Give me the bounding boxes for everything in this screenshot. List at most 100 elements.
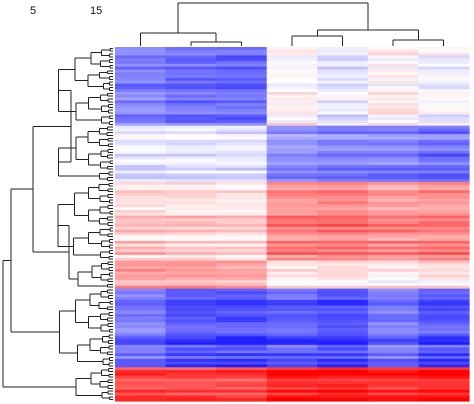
heatmap-cell	[266, 86, 318, 90]
heatmap-cell	[266, 364, 318, 368]
heatmap-cell	[165, 336, 217, 340]
heatmap-cell	[317, 204, 369, 208]
heatmap-cell	[115, 75, 167, 79]
heatmap-cell	[115, 187, 167, 191]
heatmap-cell	[367, 361, 420, 366]
heatmap-cell	[216, 111, 268, 116]
heatmap-cell	[165, 181, 217, 186]
heatmap-cell	[115, 325, 167, 329]
heatmap-cell	[266, 47, 318, 51]
heatmap-cell	[115, 347, 167, 352]
heatmap-cell	[317, 254, 369, 259]
heatmap-cell	[165, 330, 217, 335]
heatmap-cell	[317, 187, 369, 191]
heatmap-cell	[367, 280, 420, 284]
heatmap-cell	[418, 358, 470, 363]
heatmap-cell	[317, 372, 369, 377]
heatmap-cell	[266, 316, 318, 321]
heatmap-cell	[317, 136, 369, 141]
heatmap-cell	[266, 240, 318, 245]
heatmap-cell	[317, 361, 369, 366]
heatmap-cell	[115, 145, 167, 149]
heatmap-cell	[418, 49, 470, 54]
heatmap-cell	[165, 327, 217, 332]
heatmap-cell	[266, 184, 318, 189]
heatmap-cell	[216, 139, 268, 144]
heatmap-cell	[367, 260, 420, 264]
heatmap-cell	[418, 297, 470, 301]
heatmap-cell	[367, 347, 420, 352]
heatmap-cell	[266, 344, 318, 349]
heatmap-cell	[115, 179, 167, 183]
heatmap-cell	[317, 311, 369, 315]
heatmap-cell	[418, 159, 470, 163]
heatmap-cell	[115, 49, 167, 54]
heatmap-cell	[266, 327, 318, 332]
heatmap-cell	[317, 215, 369, 219]
heatmap-cell	[418, 226, 470, 231]
heatmap-cell	[216, 49, 268, 54]
heatmap-cell	[266, 361, 318, 366]
heatmap-cell	[165, 381, 217, 385]
heatmap-cell	[216, 384, 268, 388]
heatmap-cell	[216, 47, 268, 51]
heatmap-cell	[418, 221, 470, 225]
heatmap-cell	[367, 302, 420, 307]
heatmap-cell	[418, 305, 470, 309]
heatmap-cell	[165, 176, 217, 180]
heatmap-cell	[165, 344, 217, 349]
heatmap-cell	[165, 288, 217, 293]
heatmap-cell	[165, 212, 217, 217]
heatmap-cell	[216, 184, 268, 189]
heatmap-cell	[216, 375, 268, 380]
heatmap-cell	[266, 49, 318, 54]
heatmap-cell	[367, 342, 420, 346]
heatmap-cell	[115, 342, 167, 346]
heatmap-cell	[216, 218, 268, 222]
heatmap-cell	[115, 83, 167, 87]
heatmap-cell	[165, 353, 217, 357]
heatmap-cell	[216, 131, 268, 135]
heatmap-cell	[165, 49, 217, 54]
heatmap-cell	[317, 268, 369, 273]
heatmap-cell	[367, 86, 420, 90]
heatmap-cell	[317, 344, 369, 349]
heatmap-cell	[216, 243, 268, 248]
heatmap-cell	[266, 173, 318, 177]
heatmap-cell	[115, 339, 167, 343]
heatmap-cell	[418, 372, 470, 377]
heatmap-cell	[266, 257, 318, 262]
heatmap-cell	[165, 384, 217, 388]
heatmap-cell	[165, 339, 217, 343]
heatmap-cell	[165, 72, 217, 76]
heatmap-cell	[115, 395, 167, 399]
heatmap-cell	[418, 89, 470, 93]
heatmap-cell	[367, 162, 420, 166]
heatmap-cell	[418, 266, 470, 270]
heatmap-cell	[216, 148, 268, 152]
heatmap-cell	[418, 215, 470, 219]
heatmap-cell	[367, 316, 420, 321]
heatmap-cell	[165, 122, 217, 127]
heatmap-cell	[165, 266, 217, 270]
heatmap-cell	[317, 333, 369, 337]
heatmap-cell	[266, 63, 318, 68]
heatmap-cell	[216, 246, 268, 250]
heatmap-cell	[418, 316, 470, 321]
heatmap-cell	[266, 128, 318, 132]
heatmap-cell	[317, 392, 369, 396]
heatmap-cell	[317, 181, 369, 186]
heatmap-cell	[317, 69, 369, 73]
heatmap-cell	[418, 288, 470, 293]
heatmap-cell	[418, 336, 470, 340]
heatmap-cell	[165, 313, 217, 318]
heatmap-cell	[418, 136, 470, 141]
heatmap-cell	[367, 344, 420, 349]
heatmap-cell	[418, 257, 470, 262]
heatmap-cell	[266, 224, 318, 228]
heatmap-cell	[216, 291, 268, 295]
heatmap-cell	[367, 372, 420, 377]
heatmap-cell	[165, 218, 217, 222]
heatmap-cell	[115, 66, 167, 71]
heatmap-cell	[216, 238, 268, 242]
